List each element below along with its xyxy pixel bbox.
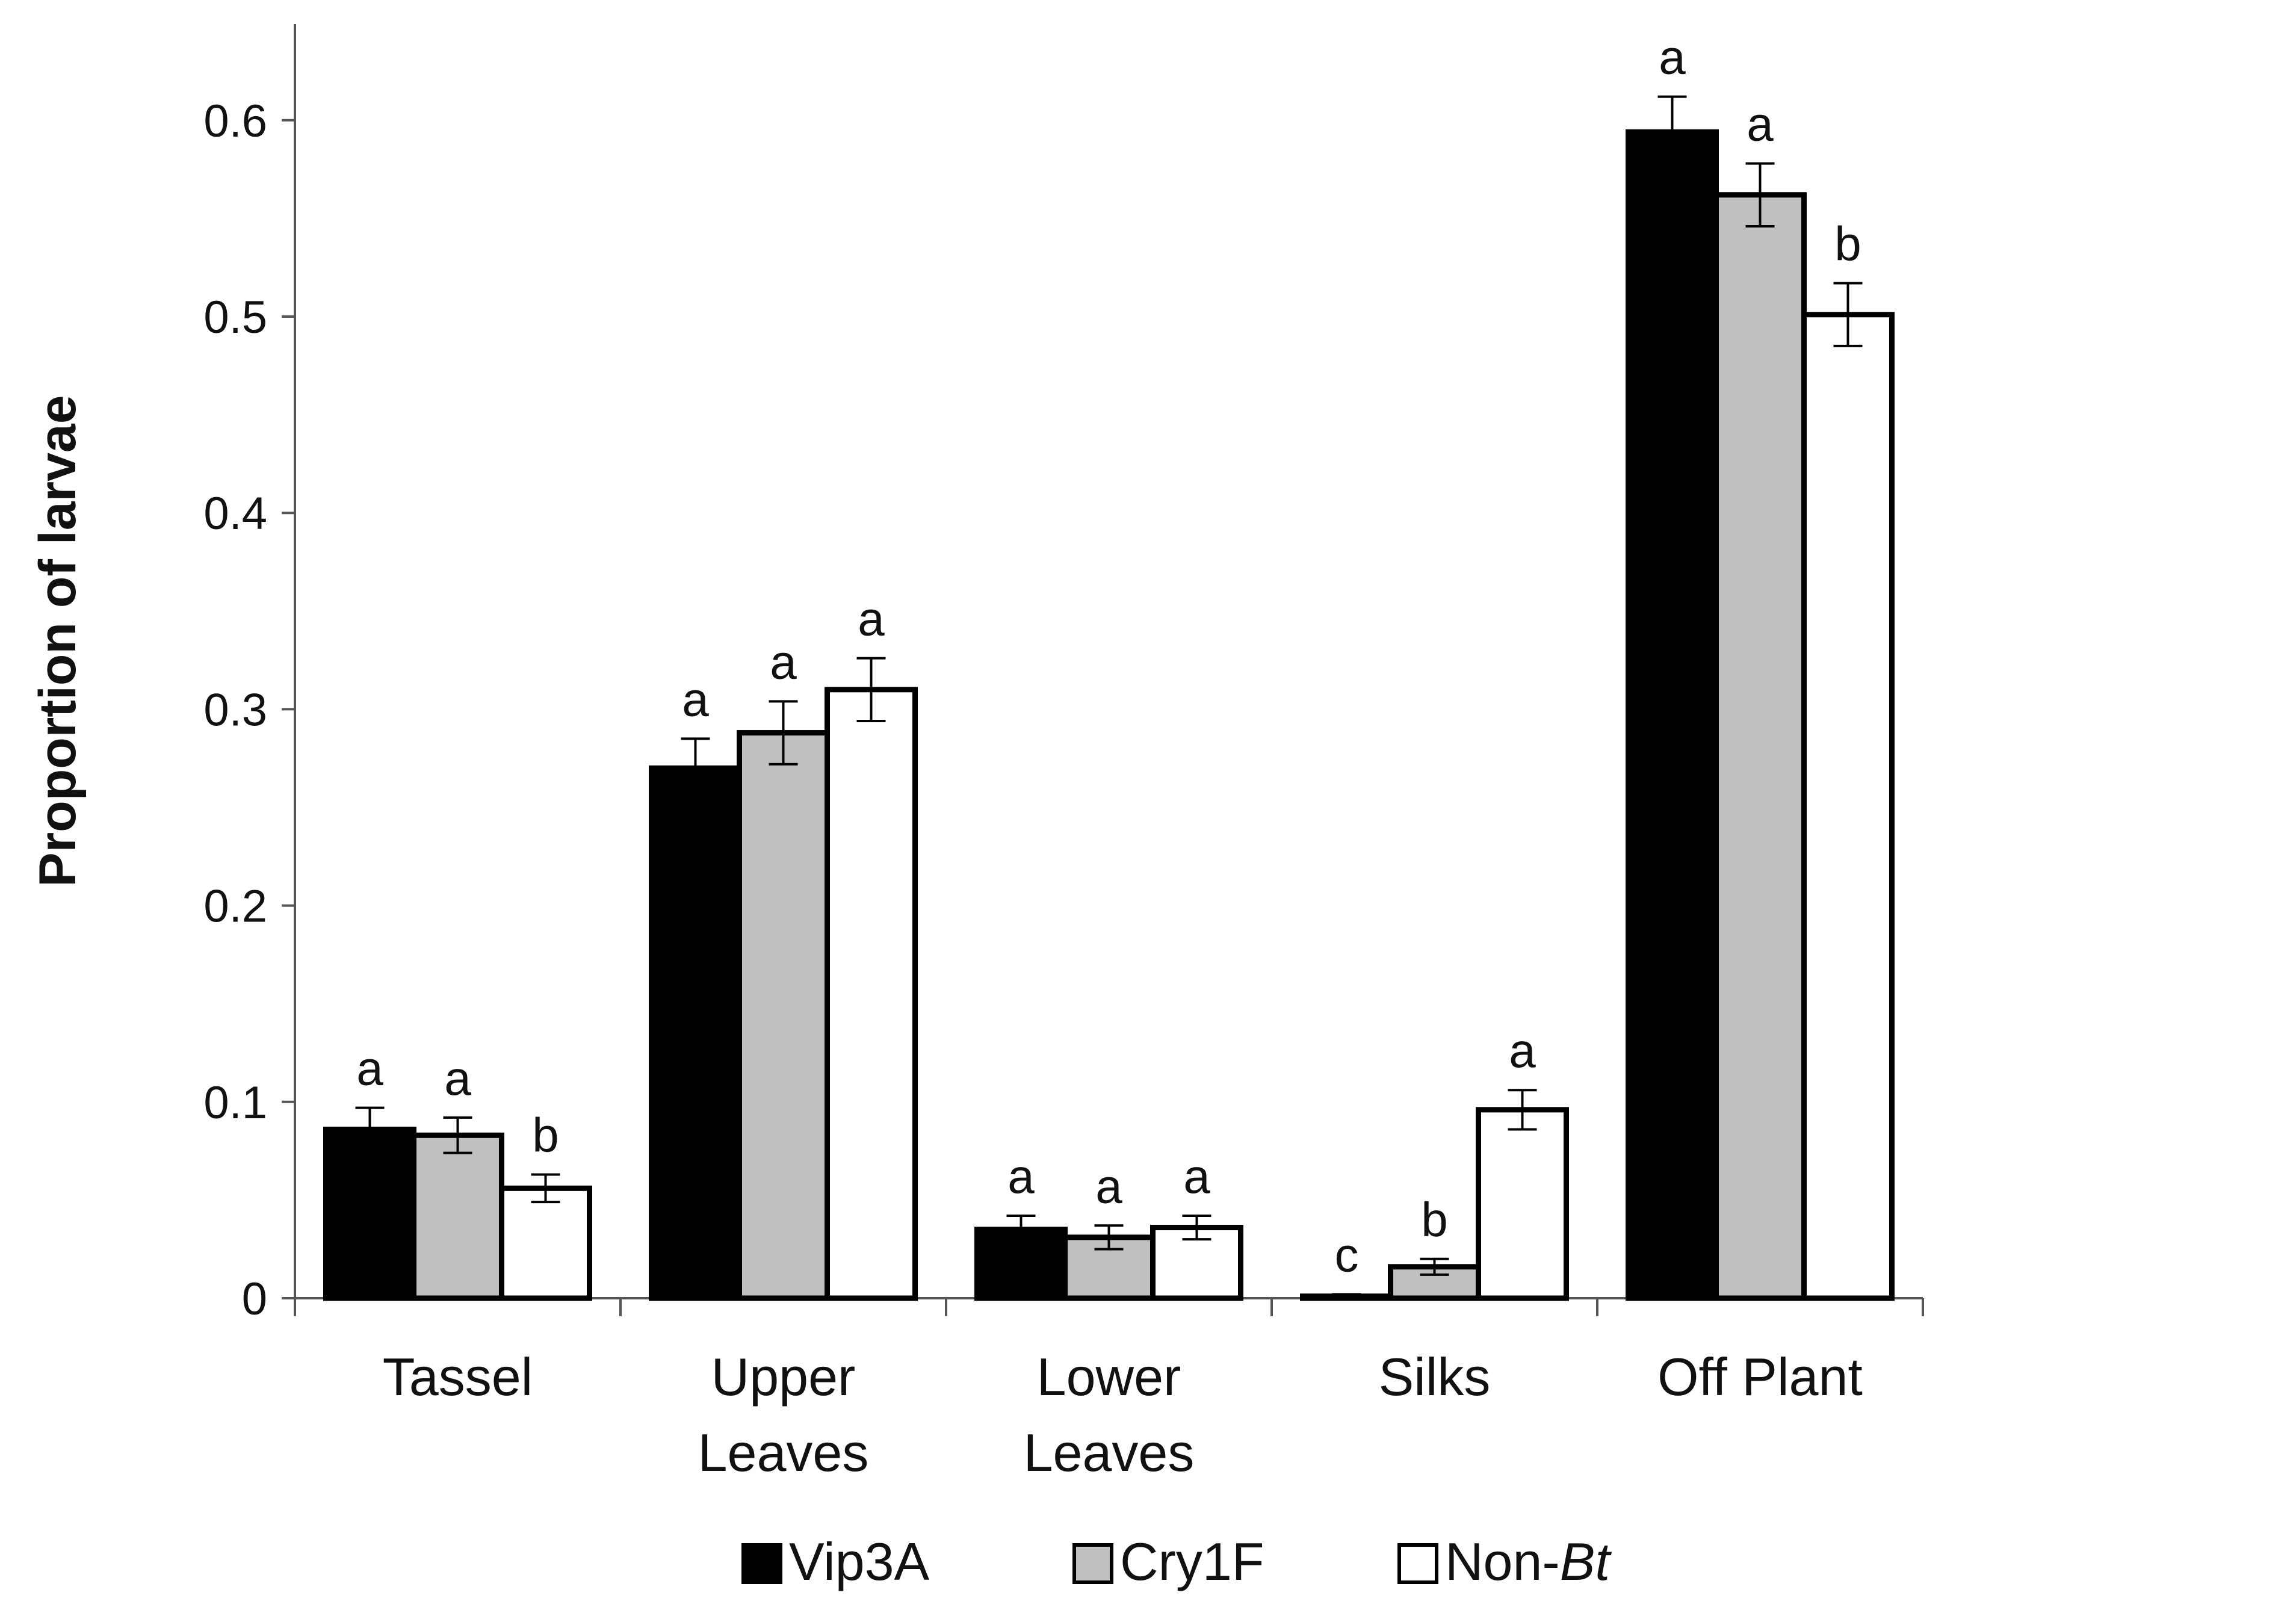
- y-tick-label: 0.4: [203, 488, 267, 539]
- legend: Vip3A Cry1F Non-Bt: [741, 1532, 1612, 1591]
- significance-letter: a: [444, 1051, 471, 1105]
- significance-letter: a: [1509, 1024, 1536, 1077]
- legend-swatch: [1072, 1543, 1113, 1584]
- bar-non-bt: [1801, 312, 1895, 1301]
- category-label: Off Plant: [1657, 1347, 1863, 1407]
- bar-vip3a: [649, 765, 742, 1301]
- significance-letter: b: [1421, 1193, 1448, 1246]
- legend-label: Cry1F: [1120, 1532, 1264, 1591]
- bar-non-bt: [825, 687, 918, 1301]
- labels: Tassel Upper Leaves Lower Leaves Silks Off Pla…: [356, 31, 1863, 1482]
- y-tick-label: 0.1: [203, 1077, 267, 1128]
- y-tick-label: 0.3: [203, 684, 267, 735]
- significance-letter: b: [532, 1108, 559, 1162]
- bar-cry1f: [411, 1132, 504, 1301]
- bar-cry1f: [737, 730, 830, 1301]
- significance-letter: a: [356, 1042, 383, 1095]
- category-label: Silks: [1379, 1347, 1491, 1407]
- legend-label: Non-Bt: [1445, 1532, 1612, 1591]
- bar-non-bt: [499, 1185, 592, 1301]
- y-axis-label: Proportion of larvae: [29, 395, 87, 887]
- axes: 0 0.1 0.2 0.3 0.4 0.5 0.6: [203, 24, 1924, 1325]
- bars: [323, 95, 1895, 1301]
- category-label: Upper Leaves: [698, 1347, 869, 1482]
- significance-letter: a: [1183, 1150, 1210, 1203]
- y-tick-label: 0: [242, 1274, 267, 1325]
- legend-swatch: [741, 1543, 782, 1584]
- significance-letter: a: [770, 635, 797, 689]
- y-tick-label: 0.2: [203, 881, 267, 932]
- bar-vip3a: [323, 1126, 416, 1301]
- bar-cry1f: [1713, 192, 1807, 1301]
- legend-label: Vip3A: [789, 1532, 930, 1591]
- significance-letter: a: [682, 672, 709, 726]
- category-label: Tassel: [383, 1347, 533, 1407]
- significance-letter: a: [858, 592, 885, 646]
- significance-letter: c: [1335, 1228, 1359, 1281]
- significance-letter: a: [1007, 1150, 1035, 1203]
- significance-letter: a: [1095, 1159, 1122, 1213]
- y-tick-label: 0.6: [203, 96, 267, 147]
- bar-vip3a: [1626, 129, 1719, 1301]
- y-tick-label: 0.5: [203, 292, 267, 343]
- significance-letter: b: [1834, 217, 1861, 271]
- bar-non-bt: [1476, 1107, 1569, 1301]
- significance-letter: a: [1659, 31, 1686, 84]
- legend-swatch: [1397, 1543, 1438, 1584]
- category-label: Lower Leaves: [1024, 1347, 1195, 1482]
- significance-letter: a: [1747, 98, 1774, 151]
